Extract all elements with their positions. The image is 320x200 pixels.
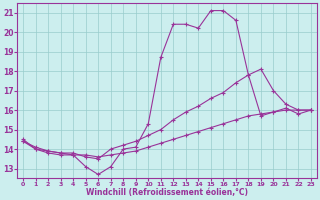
X-axis label: Windchill (Refroidissement éolien,°C): Windchill (Refroidissement éolien,°C) bbox=[86, 188, 248, 197]
